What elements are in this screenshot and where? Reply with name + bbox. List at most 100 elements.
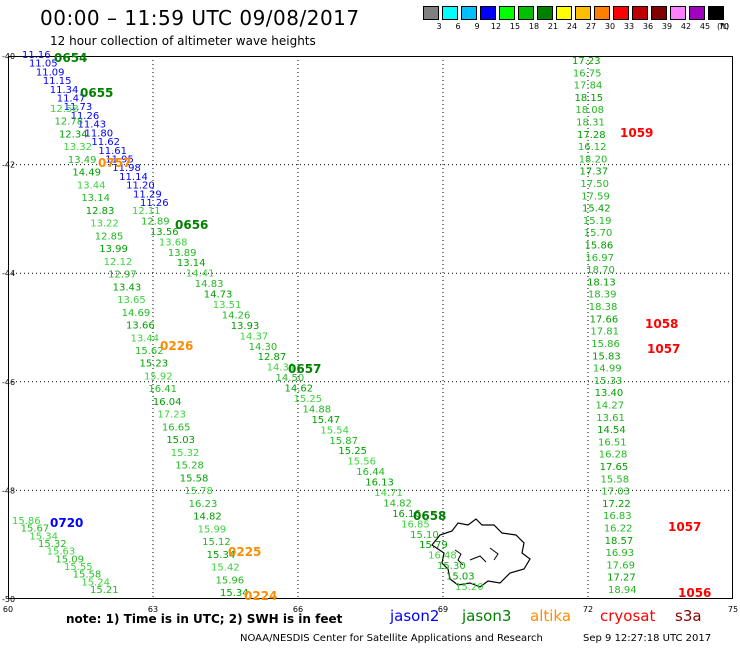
scale-label: 70 (718, 22, 730, 31)
map-frame (8, 56, 733, 599)
wave-height-value: 15.03 (166, 435, 195, 446)
wave-height-value: 17.84 (574, 81, 603, 92)
scale-label: 24 (566, 22, 578, 31)
wave-height-value: 11.73 (64, 102, 93, 113)
scale-label: 36 (642, 22, 654, 31)
wave-height-value: 15.70 (584, 228, 613, 239)
wave-height-value: 14.99 (593, 364, 622, 375)
lon-tick-label: 69 (438, 605, 448, 614)
lon-tick-label: 60 (3, 605, 13, 614)
wave-height-value: 13.99 (99, 244, 128, 255)
wave-height-value: 14.73 (204, 290, 233, 301)
wave-height-value: 15.55 (64, 562, 93, 573)
wave-height-value: 15.20 (455, 582, 484, 593)
wave-height-value: 12.78 (54, 117, 83, 128)
wave-height-value: 14.31 (267, 363, 296, 374)
wave-height-value: 17.69 (606, 560, 635, 571)
wave-height-value: 15.30 (437, 561, 466, 572)
wave-height-value: 13.44 (131, 333, 160, 344)
wave-height-value: 11.14 (119, 172, 148, 183)
scale-swatch (480, 6, 496, 20)
wave-height-value: 15.32 (171, 448, 200, 459)
wave-height-value: 15.96 (216, 575, 245, 586)
wave-height-value: 14.82 (193, 512, 222, 523)
wave-height-value: 15.25 (294, 394, 323, 405)
wave-height-value: 18.38 (589, 302, 618, 313)
wave-height-value: 14.49 (72, 168, 101, 179)
wave-height-value: 15.23 (139, 359, 168, 370)
wave-height-value: 15.09 (55, 554, 84, 565)
scale-label: 9 (474, 22, 480, 31)
wave-height-value: 11.61 (98, 146, 127, 157)
lat-tick-label: -50 (2, 595, 15, 604)
wave-height-value: 15.99 (198, 524, 227, 535)
satellite-cryosat-label: cryosat (600, 607, 656, 625)
scale-label: 12 (490, 22, 502, 31)
wave-height-value: 15.42 (211, 563, 240, 574)
scale-swatch (613, 6, 629, 20)
wave-height-value: 12.83 (86, 206, 115, 217)
wave-height-value: 11.20 (126, 181, 155, 192)
wave-height-value: 17.37 (580, 167, 609, 178)
wave-height-value: 16.41 (148, 384, 177, 395)
wave-height-value: 11.34 (50, 85, 79, 96)
lon-tick-label: 72 (583, 605, 593, 614)
wave-height-value: 14.83 (195, 279, 224, 290)
wave-height-value: 15.34 (207, 550, 236, 561)
wave-height-value: 12.11 (132, 206, 161, 217)
wave-height-value: 17.23 (157, 410, 186, 421)
wave-height-value: 16.48 (428, 551, 457, 562)
scale-label: 27 (585, 22, 597, 31)
wave-height-value: 16.28 (599, 450, 628, 461)
scale-label: 30 (604, 22, 616, 31)
satellite-jason2-label: jason2 (390, 607, 440, 625)
scale-swatch (708, 6, 724, 20)
wave-height-value: 15.92 (144, 371, 173, 382)
pass-time-label: 1057 (668, 520, 701, 534)
satellite-jason3-label: jason3 (462, 607, 512, 625)
wave-height-value: 15.58 (600, 474, 629, 485)
wave-height-value: 15.21 (90, 585, 119, 596)
wave-height-value: 11.43 (78, 120, 107, 131)
wave-height-value: 18.39 (588, 290, 617, 301)
chart-title: 00:00 – 11:59 UTC 09/08/2017 (40, 6, 360, 30)
wave-height-value: 14.41 (186, 269, 215, 280)
wave-height-value: 16.51 (598, 437, 627, 448)
wave-height-value: 15.87 (329, 436, 358, 447)
wave-height-value: 13.14 (81, 193, 110, 204)
scale-label: 18 (528, 22, 540, 31)
credit-text: NOAA/NESDIS Center for Satellite Applica… (240, 633, 543, 644)
scale-label: 33 (623, 22, 635, 31)
wave-height-value: 11.26 (71, 111, 100, 122)
lon-tick-label: 63 (148, 605, 158, 614)
scale-swatch (670, 6, 686, 20)
wave-height-value: 16.04 (153, 397, 182, 408)
wave-height-value: 15.32 (38, 539, 67, 550)
lon-tick-label: 75 (728, 605, 738, 614)
wave-height-value: 12.87 (258, 352, 287, 363)
wave-height-value: 16.13 (365, 478, 394, 489)
scale-label: (ft) (716, 22, 730, 31)
scale-swatch (537, 6, 553, 20)
wave-height-value: 14.26 (222, 310, 251, 321)
wave-height-value: 12.97 (108, 270, 137, 281)
scale-swatch (556, 6, 572, 20)
wave-height-value: 15.24 (81, 577, 110, 588)
pass-time-label: 1056 (678, 586, 711, 600)
wave-height-value: 14.82 (383, 498, 412, 509)
scale-swatch (423, 6, 439, 20)
pass-time-label: 0656 (175, 218, 208, 232)
lat-tick-label: -44 (2, 269, 15, 278)
scale-swatch (518, 6, 534, 20)
wave-height-value: 18.08 (575, 105, 604, 116)
scale-swatch (651, 6, 667, 20)
wave-height-value: 15.47 (311, 415, 340, 426)
pass-time-label: 0654 (54, 51, 87, 65)
wave-height-value: 15.86 (585, 241, 614, 252)
scale-label: 6 (455, 22, 461, 31)
scale-label: 42 (680, 22, 692, 31)
chart-subtitle: 12 hour collection of altimeter wave hei… (50, 34, 316, 48)
wave-height-value: 14.50 (276, 373, 305, 384)
wave-height-value: 15.86 (591, 339, 620, 350)
